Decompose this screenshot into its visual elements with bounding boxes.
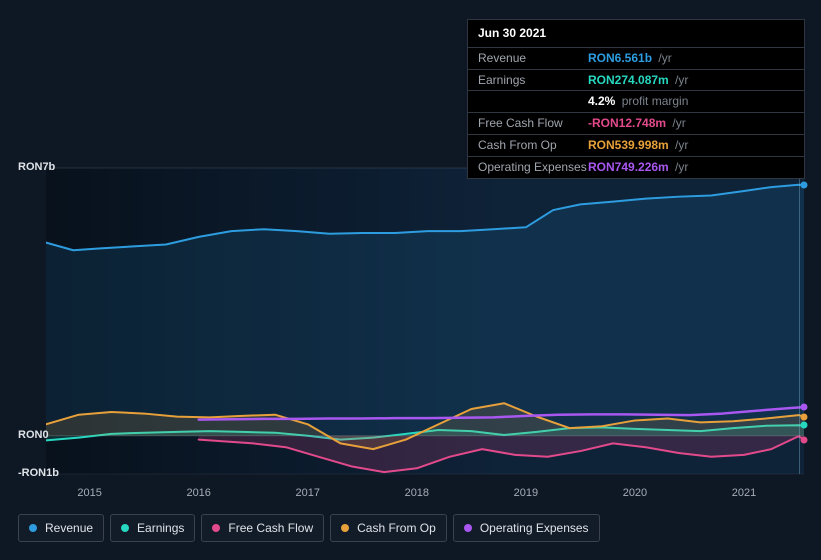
legend-item-label: Cash From Op bbox=[357, 521, 436, 535]
series-end-dot-cfo bbox=[801, 413, 808, 420]
legend-dot-icon bbox=[464, 524, 472, 532]
tooltip-row-value: RON6.561b /yr bbox=[588, 50, 672, 67]
tooltip-row-label: Revenue bbox=[478, 50, 588, 67]
legend-item-label: Operating Expenses bbox=[480, 521, 589, 535]
legend-item-label: Free Cash Flow bbox=[228, 521, 313, 535]
y-tick-label: -RON1b bbox=[18, 467, 59, 479]
tooltip-row-value: RON749.226m /yr bbox=[588, 159, 688, 176]
x-tick-label: 2018 bbox=[405, 487, 429, 499]
series-end-dot-opex bbox=[801, 404, 808, 411]
tooltip-row-label: Free Cash Flow bbox=[478, 115, 588, 132]
legend-dot-icon bbox=[29, 524, 37, 532]
tooltip-row: Operating ExpensesRON749.226m /yr bbox=[468, 157, 804, 178]
legend-item-label: Revenue bbox=[45, 521, 93, 535]
legend-item-revenue[interactable]: Revenue bbox=[18, 514, 104, 542]
tooltip-row: 4.2% profit margin bbox=[468, 91, 804, 113]
x-tick-label: 2021 bbox=[732, 487, 756, 499]
series-end-dot-revenue bbox=[801, 181, 808, 188]
legend-item-earnings[interactable]: Earnings bbox=[110, 514, 195, 542]
tooltip-row-value: RON539.998m /yr bbox=[588, 137, 688, 154]
tooltip-row-label: Earnings bbox=[478, 72, 588, 89]
tooltip-date: Jun 30 2021 bbox=[468, 20, 804, 48]
series-end-dot-fcf bbox=[801, 436, 808, 443]
y-tick-label: RON0 bbox=[18, 429, 49, 441]
y-tick-label: RON7b bbox=[18, 161, 55, 173]
chart-tooltip: Jun 30 2021 RevenueRON6.561b /yrEarnings… bbox=[467, 19, 805, 179]
tooltip-row: Cash From OpRON539.998m /yr bbox=[468, 135, 804, 157]
tooltip-row: Free Cash Flow-RON12.748m /yr bbox=[468, 113, 804, 135]
tooltip-row-label: Operating Expenses bbox=[478, 159, 588, 176]
chart-legend: Revenue Earnings Free Cash Flow Cash From O… bbox=[18, 514, 600, 542]
tooltip-row-label bbox=[478, 93, 588, 110]
legend-item-fcf[interactable]: Free Cash Flow bbox=[201, 514, 324, 542]
legend-dot-icon bbox=[212, 524, 220, 532]
tooltip-row: EarningsRON274.087m /yr bbox=[468, 70, 804, 92]
tooltip-row-value: RON274.087m /yr bbox=[588, 72, 688, 89]
tooltip-row: RevenueRON6.561b /yr bbox=[468, 48, 804, 70]
legend-item-cfo[interactable]: Cash From Op bbox=[330, 514, 447, 542]
x-tick-label: 2019 bbox=[514, 487, 538, 499]
series-end-dot-earnings bbox=[801, 422, 808, 429]
tooltip-row-value: -RON12.748m /yr bbox=[588, 115, 686, 132]
hover-marker-line bbox=[799, 168, 800, 474]
legend-dot-icon bbox=[341, 524, 349, 532]
tooltip-row-value: 4.2% profit margin bbox=[588, 93, 688, 110]
x-tick-label: 2017 bbox=[296, 487, 320, 499]
legend-dot-icon bbox=[121, 524, 129, 532]
legend-item-label: Earnings bbox=[137, 521, 184, 535]
x-tick-label: 2015 bbox=[77, 487, 101, 499]
x-tick-label: 2020 bbox=[623, 487, 647, 499]
tooltip-row-label: Cash From Op bbox=[478, 137, 588, 154]
legend-item-opex[interactable]: Operating Expenses bbox=[453, 514, 600, 542]
x-tick-label: 2016 bbox=[186, 487, 210, 499]
